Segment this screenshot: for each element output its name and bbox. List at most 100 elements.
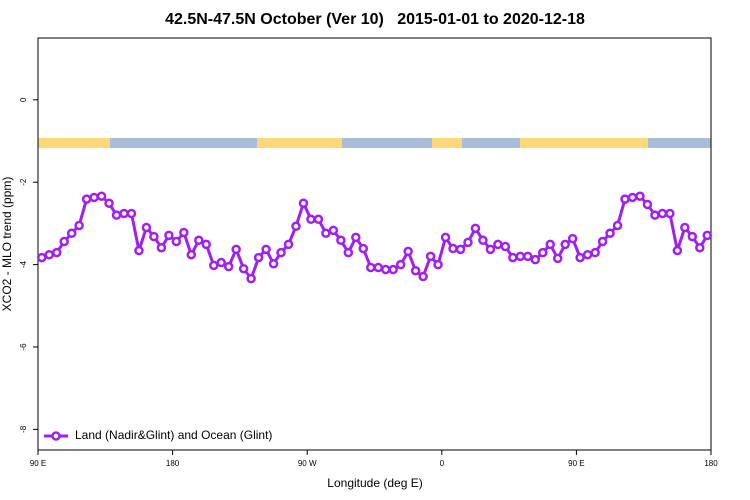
data-point bbox=[208, 260, 219, 271]
data-point bbox=[642, 199, 653, 210]
data-point bbox=[119, 208, 129, 219]
data-point bbox=[612, 220, 623, 231]
data-point bbox=[66, 228, 77, 239]
ocean-strip bbox=[342, 138, 432, 148]
data-point bbox=[253, 252, 264, 263]
data-point bbox=[440, 232, 451, 243]
data-point bbox=[96, 191, 107, 201]
data-point bbox=[380, 264, 391, 275]
y-axis-label: XCO2 - MLO trend (ppm) bbox=[0, 177, 14, 312]
land-strip bbox=[432, 138, 462, 148]
data-point bbox=[321, 228, 331, 239]
y-tick-label: -4 bbox=[19, 260, 28, 268]
data-point bbox=[395, 259, 406, 270]
data-point bbox=[149, 231, 159, 242]
data-point bbox=[672, 245, 683, 256]
data-point bbox=[575, 252, 585, 263]
data-point bbox=[470, 223, 481, 234]
data-point bbox=[268, 259, 279, 269]
x-tick-label: 0 bbox=[440, 459, 445, 468]
data-point bbox=[455, 244, 466, 255]
ocean-strip bbox=[110, 138, 257, 148]
land-strip bbox=[38, 138, 110, 148]
data-point bbox=[134, 245, 144, 256]
data-point bbox=[597, 236, 608, 247]
data-point bbox=[179, 227, 189, 238]
data-point bbox=[171, 236, 182, 247]
legend-marker bbox=[51, 431, 61, 441]
land-strip bbox=[520, 138, 648, 148]
y-tick-label: 0 bbox=[19, 97, 28, 102]
y-tick-label: -6 bbox=[19, 343, 28, 351]
data-point bbox=[523, 251, 533, 262]
data-point bbox=[552, 253, 563, 264]
data-point bbox=[403, 246, 413, 257]
ocean-strip bbox=[648, 138, 711, 148]
data-point bbox=[104, 198, 114, 208]
data-point bbox=[702, 230, 713, 241]
data-point bbox=[590, 247, 600, 258]
x-axis-label: Longitude (deg E) bbox=[327, 476, 422, 490]
data-point bbox=[194, 235, 204, 246]
data-point bbox=[635, 191, 645, 201]
data-point bbox=[231, 244, 241, 255]
data-point bbox=[216, 257, 226, 268]
data-point bbox=[164, 230, 174, 241]
data-point bbox=[51, 247, 62, 258]
y-tick-label: -8 bbox=[19, 425, 28, 433]
data-point bbox=[433, 259, 443, 270]
data-point bbox=[493, 239, 503, 250]
data-point bbox=[223, 261, 234, 272]
data-point bbox=[351, 232, 361, 243]
data-point bbox=[478, 235, 488, 246]
y-tick-label: -2 bbox=[19, 178, 28, 186]
data-point bbox=[687, 231, 698, 242]
data-point bbox=[545, 239, 555, 250]
data-point bbox=[156, 242, 167, 253]
data-point bbox=[463, 237, 473, 248]
plot-frame bbox=[37, 37, 712, 451]
data-point bbox=[306, 214, 316, 225]
data-point bbox=[44, 249, 54, 260]
data-point bbox=[276, 247, 286, 258]
data-point bbox=[695, 242, 705, 253]
data-point bbox=[560, 239, 570, 250]
data-point bbox=[680, 222, 690, 233]
data-point bbox=[582, 249, 593, 260]
data-point bbox=[298, 198, 309, 208]
data-point bbox=[515, 251, 526, 262]
data-point bbox=[410, 266, 421, 276]
data-point bbox=[141, 222, 152, 233]
chart-title: 42.5N-47.5N October (Ver 10) 2015-01-01 … bbox=[165, 11, 585, 28]
data-point bbox=[59, 236, 69, 247]
ocean-strip bbox=[462, 138, 520, 148]
data-point bbox=[201, 239, 211, 250]
data-point bbox=[538, 247, 548, 258]
data-point bbox=[418, 271, 428, 282]
data-point bbox=[238, 263, 249, 274]
data-point bbox=[567, 233, 578, 244]
data-point bbox=[111, 210, 122, 220]
data-point bbox=[358, 243, 369, 254]
land-strip bbox=[257, 138, 342, 148]
data-point bbox=[343, 247, 354, 258]
data-point bbox=[126, 208, 137, 219]
data-point bbox=[650, 210, 660, 220]
data-point bbox=[89, 192, 99, 203]
data-point bbox=[605, 228, 615, 239]
x-tick-label: 90 E bbox=[30, 459, 46, 468]
data-point bbox=[261, 244, 271, 255]
data-point bbox=[246, 273, 256, 284]
data-point bbox=[448, 243, 458, 254]
data-point bbox=[366, 262, 376, 273]
land-ocean-band bbox=[38, 138, 711, 148]
data-point bbox=[336, 235, 346, 246]
data-point bbox=[425, 251, 436, 262]
x-tick-label: 180 bbox=[166, 459, 180, 468]
data-point bbox=[508, 252, 518, 263]
data-point bbox=[627, 192, 638, 203]
data-point bbox=[373, 262, 383, 273]
data-point bbox=[74, 220, 84, 231]
x-tick-label: 180 bbox=[704, 459, 718, 468]
